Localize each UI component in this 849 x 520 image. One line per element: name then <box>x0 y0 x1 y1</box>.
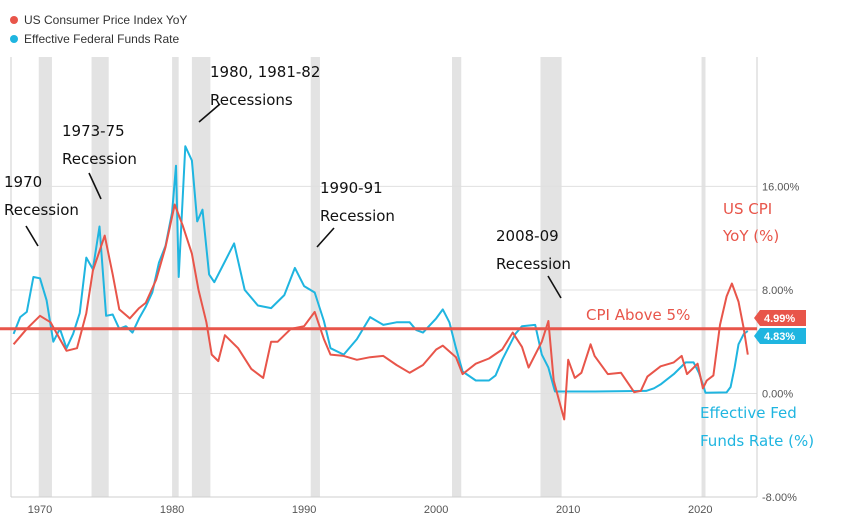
legend-item-cpi[interactable]: US Consumer Price Index YoY <box>10 13 187 27</box>
recession-band-6 <box>540 57 562 497</box>
y-tick-label-2: 0.00% <box>762 388 793 400</box>
recession-band-0 <box>38 57 52 497</box>
annotation-pointer-1 <box>88 172 102 200</box>
end-badge-1 <box>754 328 806 344</box>
series-line-cpi <box>12 203 749 421</box>
annotation-2-line-0: 1980, 1981-82 <box>210 63 320 81</box>
annotation-0-line-0: 1970 <box>4 173 42 191</box>
y-tick-label-1: 8.00% <box>762 285 793 297</box>
legend-dot-ffr <box>10 35 18 43</box>
annotation-pointer-0 <box>25 225 39 247</box>
annotation-pointer-2 <box>198 103 221 123</box>
x-tick-label-1: 1980 <box>160 504 184 516</box>
annotation-3-line-0: 1990-91 <box>320 179 383 197</box>
annotation-5-line-0: US CPI <box>723 200 772 218</box>
legend-dot-cpi <box>10 16 18 24</box>
x-tick-label-0: 1970 <box>28 504 52 516</box>
annotation-4-line-1: Recession <box>496 255 571 273</box>
x-tick-label-3: 2000 <box>424 504 448 516</box>
x-tick-label-2: 1990 <box>292 504 316 516</box>
annotation-4-line-0: 2008-09 <box>496 227 559 245</box>
recession-band-3 <box>191 57 211 497</box>
x-tick-label-5: 2020 <box>688 504 712 516</box>
recession-band-4 <box>310 57 320 497</box>
legend-label-cpi: US Consumer Price Index YoY <box>24 13 188 27</box>
recession-band-7 <box>701 57 706 497</box>
recession-band-1 <box>91 57 109 497</box>
end-badge-label-0: 4.99% <box>764 313 795 325</box>
annotation-2-line-1: Recessions <box>210 91 293 109</box>
end-badge-0 <box>754 310 806 326</box>
legend-label-ffr: Effective Federal Funds Rate <box>24 32 180 46</box>
end-badge-label-1: 4.83% <box>764 331 795 343</box>
annotation-0-line-1: Recession <box>4 201 79 219</box>
threshold-label: CPI Above 5% <box>586 306 690 324</box>
annotation-6-line-0: Effective Fed <box>700 404 797 422</box>
annotation-6-line-1: Funds Rate (%) <box>700 432 814 450</box>
annotation-1-line-1: Recession <box>62 150 137 168</box>
annotation-pointer-4 <box>547 275 562 299</box>
series-line-ffr <box>12 145 749 394</box>
y-tick-label-3: -8.00% <box>762 492 797 504</box>
annotation-pointer-3 <box>316 227 335 248</box>
annotation-1-line-0: 1973-75 <box>62 122 125 140</box>
annotation-3-line-1: Recession <box>320 207 395 225</box>
annotation-5-line-1: YoY (%) <box>722 227 779 245</box>
y-tick-label-0: 16.00% <box>762 181 800 193</box>
legend-item-ffr[interactable]: Effective Federal Funds Rate <box>10 32 179 46</box>
recession-band-2 <box>172 57 179 497</box>
recession-band-5 <box>451 57 462 497</box>
x-tick-label-4: 2010 <box>556 504 580 516</box>
